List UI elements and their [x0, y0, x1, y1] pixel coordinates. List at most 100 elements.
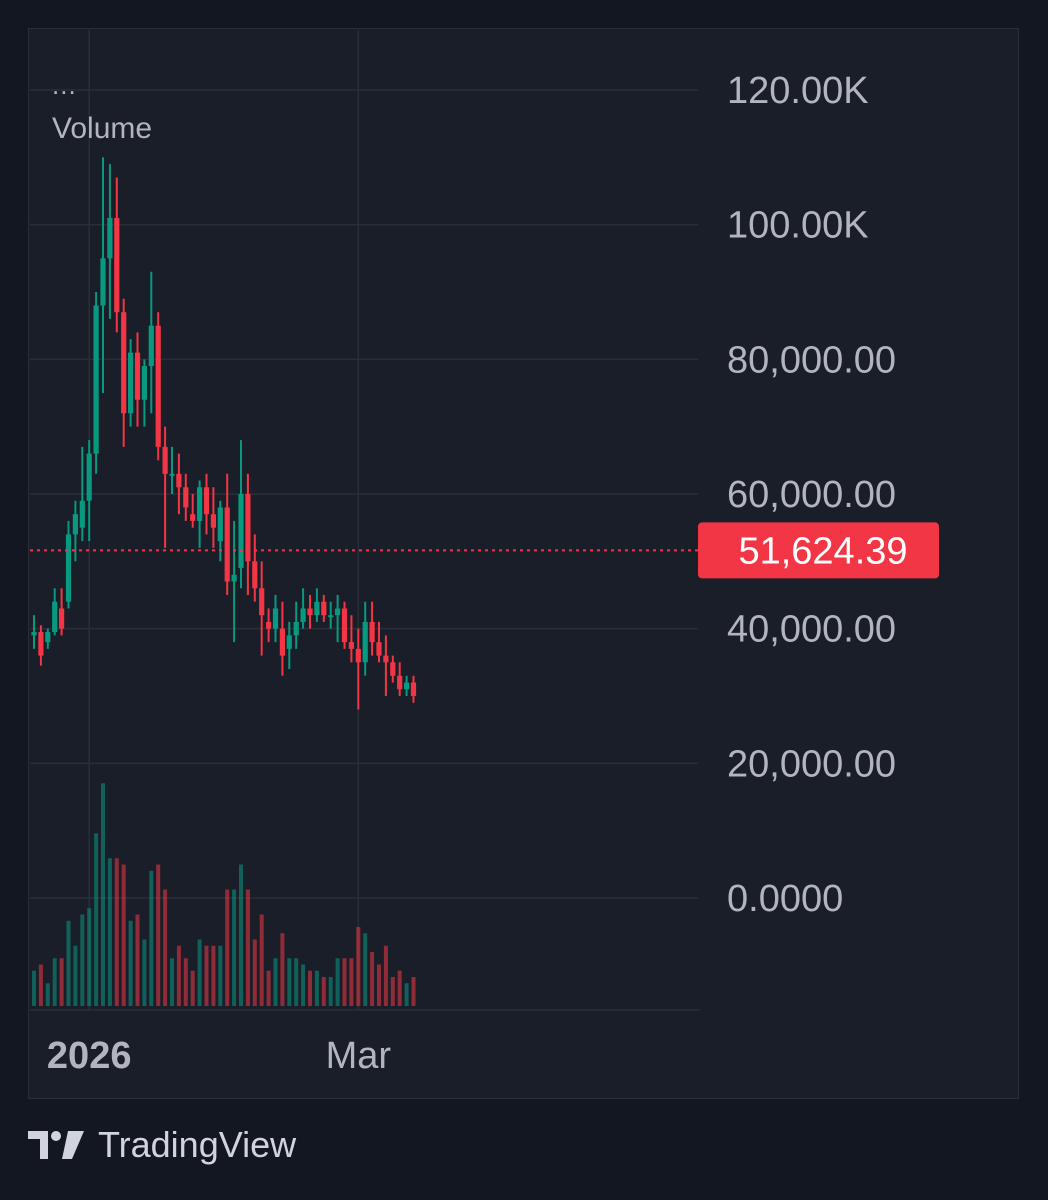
candle[interactable]	[141, 359, 147, 427]
volume-bar	[245, 889, 250, 1006]
candle[interactable]	[238, 440, 244, 589]
candle[interactable]	[252, 534, 258, 602]
volume-bar	[377, 964, 381, 1006]
time-tick-label: 2026	[47, 1035, 132, 1077]
candle[interactable]	[52, 588, 58, 636]
candle[interactable]	[114, 177, 120, 333]
candle[interactable]	[79, 446, 85, 542]
candle[interactable]	[369, 601, 375, 656]
candle[interactable]	[107, 164, 113, 319]
brand[interactable]: TradingView	[28, 1124, 296, 1166]
candle[interactable]	[128, 339, 134, 427]
candle-body	[348, 642, 354, 649]
volume-bar	[404, 983, 409, 1006]
candle[interactable]	[404, 675, 410, 696]
candle-body	[169, 473, 175, 476]
candle-body	[272, 608, 279, 629]
candle[interactable]	[348, 615, 354, 663]
candle[interactable]	[335, 595, 341, 643]
candle[interactable]	[321, 595, 327, 622]
candle-body	[183, 487, 189, 508]
candle[interactable]	[300, 588, 306, 629]
volume-bar	[170, 958, 174, 1006]
candle[interactable]	[376, 621, 382, 663]
candle[interactable]	[286, 621, 292, 670]
candle[interactable]	[45, 628, 51, 649]
candle[interactable]	[355, 628, 361, 710]
candle-body	[121, 312, 127, 414]
candle[interactable]	[341, 601, 348, 649]
candle[interactable]	[121, 298, 127, 447]
candle-body	[31, 632, 37, 636]
candle[interactable]	[197, 480, 203, 548]
candle[interactable]	[328, 601, 334, 629]
volume-bar	[259, 914, 264, 1006]
candles	[31, 157, 417, 710]
candle[interactable]	[190, 494, 196, 528]
candle[interactable]	[307, 595, 313, 629]
candle[interactable]	[183, 473, 189, 521]
volume-bar	[411, 977, 416, 1006]
candle-body	[72, 514, 78, 535]
candle-body	[321, 601, 327, 616]
candle[interactable]	[38, 625, 44, 666]
candle[interactable]	[259, 561, 265, 656]
candle[interactable]	[134, 332, 141, 427]
candle-body	[252, 561, 258, 589]
candle[interactable]	[65, 520, 72, 609]
candle[interactable]	[31, 615, 37, 649]
grid	[30, 30, 700, 1011]
candle-body	[148, 325, 154, 367]
volume-bar	[349, 958, 354, 1006]
candle-body	[328, 615, 334, 618]
candle[interactable]	[314, 588, 320, 622]
candle[interactable]	[266, 608, 272, 643]
candle[interactable]	[224, 473, 230, 595]
candle[interactable]	[100, 157, 106, 393]
volume-bar	[370, 952, 375, 1006]
candle-body	[52, 601, 58, 633]
candle[interactable]	[86, 440, 92, 542]
candle[interactable]	[231, 520, 237, 643]
candle[interactable]	[390, 655, 396, 683]
candle[interactable]	[279, 601, 285, 676]
candle[interactable]	[397, 662, 403, 696]
candle-body	[79, 500, 85, 528]
candle[interactable]	[410, 675, 417, 703]
volume-bar	[163, 889, 168, 1006]
candle[interactable]	[293, 601, 299, 649]
candle-body	[293, 621, 299, 636]
volume-bar	[142, 939, 147, 1006]
candle[interactable]	[169, 446, 175, 494]
candle-body	[335, 608, 341, 616]
brand-name: TradingView	[98, 1124, 297, 1165]
candle-body	[238, 494, 244, 569]
candle[interactable]	[383, 635, 389, 696]
candle[interactable]	[245, 473, 251, 595]
candle[interactable]	[72, 500, 78, 562]
candle[interactable]	[155, 312, 161, 461]
candle[interactable]	[162, 426, 168, 548]
candle-body	[203, 487, 210, 515]
candle-body	[176, 473, 182, 488]
volume-bar	[335, 958, 340, 1006]
candle[interactable]	[210, 487, 216, 548]
candle-body	[410, 682, 417, 696]
time-tick-label: Mar	[326, 1035, 392, 1077]
candle[interactable]	[203, 473, 210, 535]
candle-body	[38, 632, 44, 656]
volume-bar	[190, 970, 195, 1006]
candle[interactable]	[59, 588, 65, 636]
volume-bar	[94, 833, 99, 1006]
volume-bar	[308, 970, 312, 1006]
volume-bar	[114, 858, 119, 1006]
candle[interactable]	[217, 500, 223, 562]
candle[interactable]	[93, 292, 99, 474]
candle[interactable]	[272, 595, 279, 643]
candle[interactable]	[176, 453, 182, 515]
legend-menu-dots[interactable]: ...	[52, 70, 77, 100]
volume-legend-label: Volume	[52, 112, 153, 145]
candle[interactable]	[362, 601, 368, 676]
candle[interactable]	[148, 271, 154, 414]
